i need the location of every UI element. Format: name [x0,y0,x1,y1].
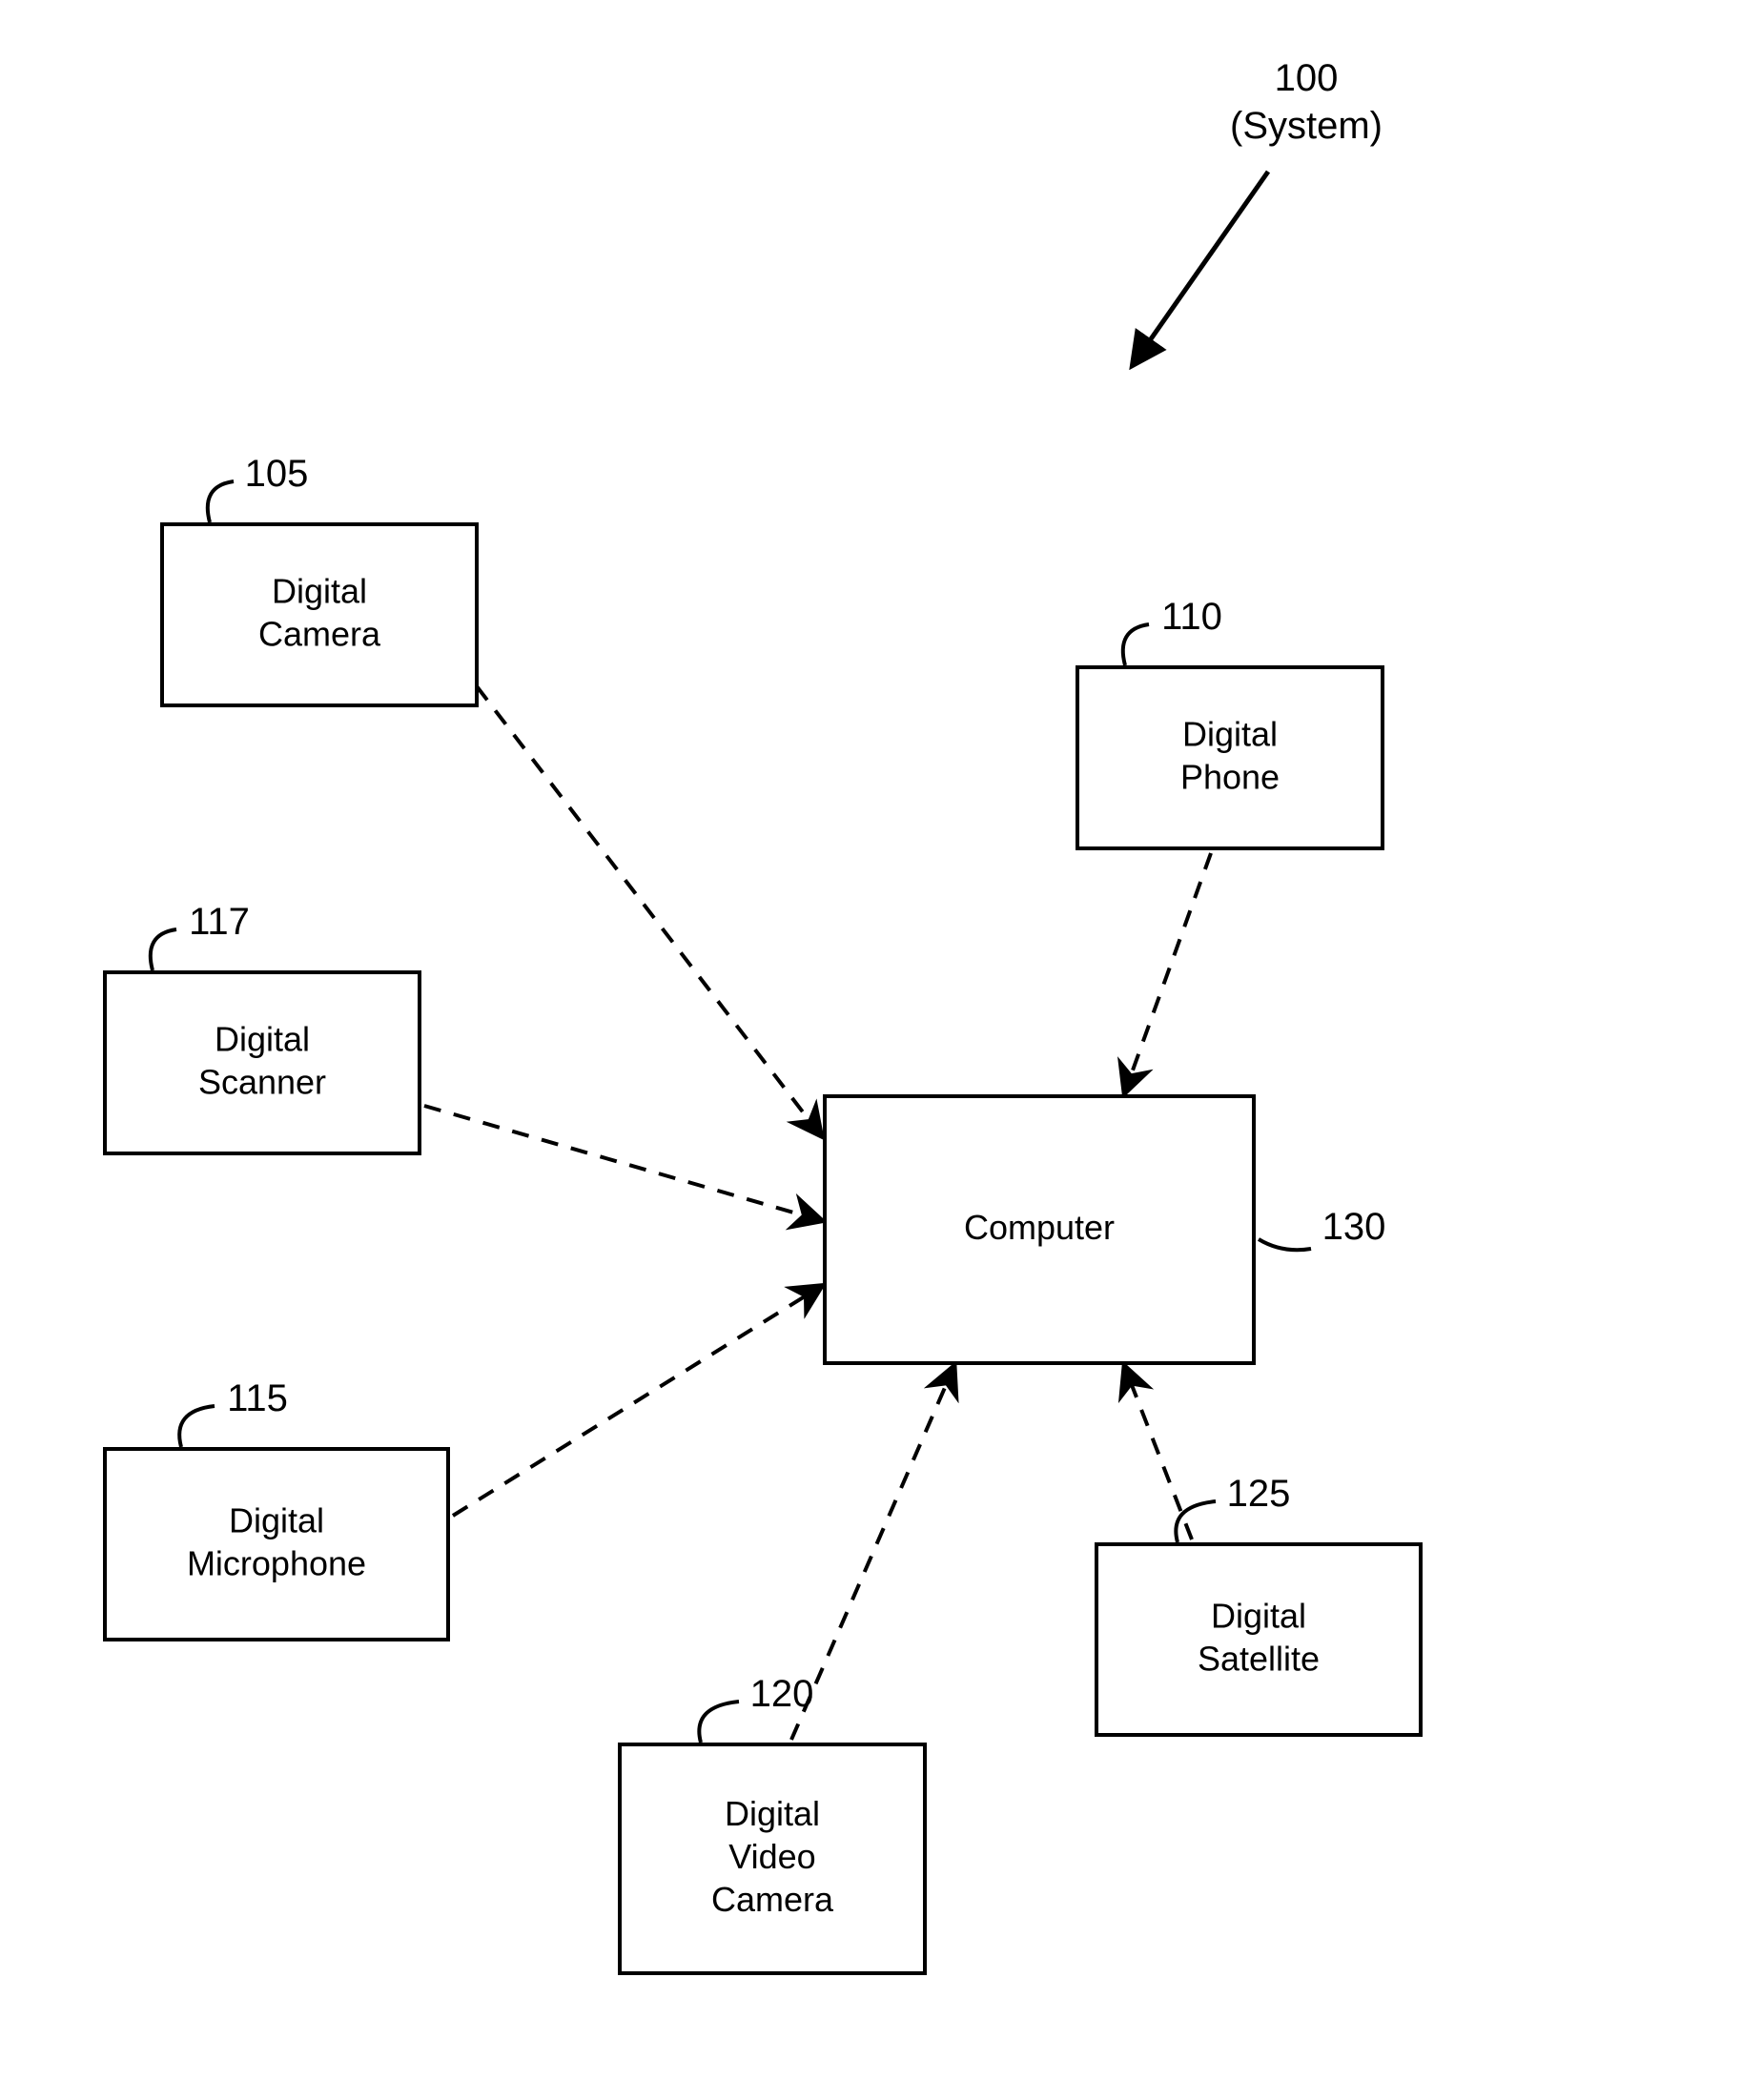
ref-hook [208,481,234,522]
node-label: Satellite [1198,1639,1320,1678]
node-label: Phone [1180,757,1280,796]
node-label: Microphone [187,1543,366,1582]
node-digital-scanner: Digital Scanner 117 [105,901,420,1153]
system-ref-label: (System) [1230,105,1383,147]
ref-number: 130 [1322,1206,1386,1248]
node-digital-video-camera: Digital Video Camera 120 [620,1673,925,1973]
node-digital-microphone: Digital Microphone 115 [105,1377,448,1640]
node-label: Video [728,1837,815,1876]
ref-hook [1176,1501,1216,1542]
ref-number: 125 [1227,1473,1291,1515]
ref-hook [1259,1239,1311,1250]
node-label: Digital [1182,714,1278,753]
ref-hook [1123,624,1149,665]
ref-number: 105 [245,453,309,495]
edge-digital-microphone [453,1287,820,1516]
ref-number: 120 [750,1673,814,1715]
node-label: Camera [258,614,381,653]
node-digital-camera: Digital Camera 105 [162,453,477,705]
node-label: Camera [711,1880,834,1919]
node-label: Computer [964,1208,1115,1247]
system-diagram: Digital Camera 105 Digital Phone 110 Digital Sc… [0,0,1762,2095]
node-label: Digital [1211,1596,1306,1635]
system-ref-number: 100 [1275,57,1339,99]
node-label: Scanner [198,1062,326,1101]
edge-digital-phone [1125,853,1211,1091]
edge-digital-camera [477,686,820,1134]
node-computer: Computer 130 [825,1096,1385,1363]
ref-number: 115 [227,1377,288,1419]
ref-hook [179,1406,215,1447]
ref-number: 110 [1161,596,1222,638]
node-digital-satellite: Digital Satellite 125 [1096,1473,1421,1735]
node-label: Digital [272,571,367,610]
node-label: Digital [725,1794,820,1833]
ref-hook [151,929,176,970]
node-digital-phone: Digital Phone 110 [1077,596,1383,848]
system-arrow [1135,172,1268,362]
node-label: Digital [229,1500,324,1539]
edge-digital-video-camera [791,1368,953,1740]
node-label: Digital [215,1019,310,1058]
ref-number: 117 [189,901,250,943]
ref-hook [699,1702,739,1743]
edge-digital-scanner [424,1106,820,1220]
